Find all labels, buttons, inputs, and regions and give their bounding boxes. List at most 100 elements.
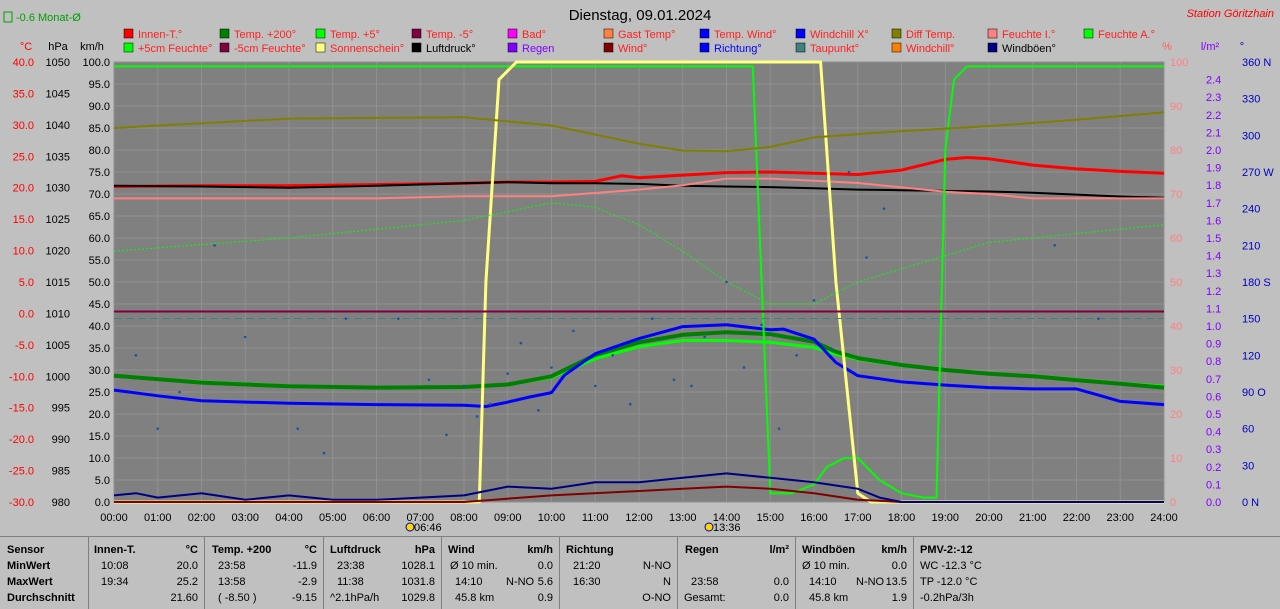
- stats-wind-max-time: 14:10: [455, 576, 483, 588]
- wind-tick-label: 100.0: [82, 57, 110, 69]
- rain-tick-label: 0.2: [1206, 462, 1221, 474]
- legend-label: Taupunkt°: [810, 43, 859, 55]
- legend-swatch: [507, 28, 518, 39]
- stats-wind-avg-value: 0.9: [537, 592, 553, 604]
- time-tick-label: 13:00: [669, 512, 697, 524]
- legend-swatch: [411, 42, 422, 53]
- temp-tick-label: -20.0: [9, 434, 34, 446]
- rain-tick-label: 1.9: [1206, 163, 1221, 175]
- temp-tick-label: -5.0: [15, 340, 34, 352]
- stats-col-innen: Innen-T. °C 10:08 20.0 19:34 25.2 21.60: [88, 537, 205, 609]
- stats-luftdruck-trend: ^2.1hPa/h: [330, 592, 380, 604]
- legend-label: Luftdruck°: [426, 43, 476, 55]
- legend-swatch: [603, 42, 614, 53]
- stats-temp200-min-time: 23:58: [218, 560, 246, 572]
- noon-time: 13:36: [713, 522, 741, 534]
- stats-temp200-max-value: -2.9: [298, 576, 317, 588]
- stats-avg-label: Durchschnitt: [7, 592, 75, 604]
- rain-tick-label: 2.4: [1206, 75, 1221, 87]
- temp-tick-label: 15.0: [13, 214, 34, 226]
- direction-point: [760, 323, 763, 327]
- stats-wind-max-dir: N-NO: [506, 576, 535, 588]
- time-tick-label: 22:00: [1063, 512, 1091, 524]
- time-tick-label: 07:00: [406, 512, 434, 524]
- temp-unit-label: °C: [20, 41, 32, 53]
- humidity-tick-label: 60: [1170, 233, 1182, 245]
- stats-windboeen-avg-value: 1.9: [891, 592, 907, 604]
- stats-temp200-min-value: -11.9: [292, 560, 317, 572]
- direction-point: [213, 244, 216, 247]
- stats-luftdruck-avg-value: 1029.8: [401, 592, 435, 604]
- time-tick-label: 19:00: [931, 512, 959, 524]
- stats-col-richtung: Richtung 21:20 N-NO 16:30 N O-NO: [560, 537, 678, 609]
- legend-label: Temp. Wind°: [714, 29, 776, 41]
- temp-tick-label: 40.0: [13, 57, 34, 69]
- rain-tick-label: 0.3: [1206, 444, 1221, 456]
- monthly-label: -0.6 Monat-Ø: [16, 12, 81, 24]
- humidity-tick-label: 20: [1170, 409, 1182, 421]
- legend-swatch: [699, 42, 710, 53]
- pressure-tick-label: 1015: [46, 277, 70, 289]
- humidity-tick-label: 100: [1170, 57, 1188, 69]
- temp-tick-label: -10.0: [9, 371, 34, 383]
- rain-tick-label: 1.8: [1206, 180, 1221, 192]
- time-tick-label: 18:00: [888, 512, 916, 524]
- time-tick-label: 00:00: [100, 512, 128, 524]
- stats-wind-min-value: 0.0: [537, 560, 553, 572]
- stats-richtung-min-time: 21:20: [573, 560, 601, 572]
- stats-windboeen-min-note: Ø 10 min.: [802, 560, 850, 572]
- wind-tick-label: 0.0: [95, 497, 110, 509]
- rain-tick-label: 0.1: [1206, 479, 1221, 491]
- pressure-tick-label: 1045: [46, 88, 70, 100]
- direction-tick-label: 120: [1242, 350, 1260, 362]
- legend-label: Bad°: [522, 29, 546, 41]
- stats-windboeen-max-time: 14:10: [809, 576, 837, 588]
- wind-tick-label: 30.0: [89, 365, 110, 377]
- wind-tick-label: 70.0: [89, 189, 110, 201]
- wind-unit-label: km/h: [80, 41, 104, 53]
- stats-innen-max-time: 19:34: [101, 576, 129, 588]
- stats-col-windboeen: Windböen km/h Ø 10 min. 0.0 14:10 N-NO 1…: [796, 537, 914, 609]
- rain-tick-label: 0.7: [1206, 374, 1221, 386]
- humidity-tick-label: 50: [1170, 277, 1182, 289]
- time-tick-label: 20:00: [975, 512, 1003, 524]
- legend-label: Temp. +5°: [330, 29, 380, 41]
- legend-swatch: [411, 28, 422, 39]
- legend-swatch: [123, 42, 134, 53]
- stats-pmv-dewpoint: TP -12.0 °C: [920, 576, 978, 588]
- grid: [113, 61, 1165, 503]
- direction-tick-label: 330: [1242, 94, 1260, 106]
- stats-wind-unit: km/h: [527, 544, 553, 556]
- direction-point: [690, 384, 693, 388]
- direction-point: [795, 354, 798, 357]
- direction-tick-label: 240: [1242, 204, 1260, 216]
- page-title: Dienstag, 09.01.2024: [569, 7, 712, 24]
- pressure-tick-label: 1050: [46, 57, 70, 69]
- legend-label: +5cm Feuchte°: [138, 43, 212, 55]
- direction-point: [296, 427, 300, 430]
- wind-tick-label: 80.0: [89, 145, 110, 157]
- rain-tick-label: 2.2: [1206, 110, 1221, 122]
- noon-sun-icon: [704, 522, 714, 532]
- time-tick-label: 16:00: [800, 512, 828, 524]
- pressure-tick-label: 1040: [46, 120, 70, 132]
- stats-col-temp200: Temp. +200 °C 23:58 -11.9 13:58 -2.9 ( -…: [205, 537, 324, 609]
- rain-tick-label: 1.6: [1206, 215, 1221, 227]
- wind-tick-label: 55.0: [89, 255, 110, 267]
- series-line-2: [114, 177, 1164, 200]
- legend-label: Temp. -5°: [426, 29, 473, 41]
- legend-swatch: [891, 28, 902, 39]
- rain-tick-label: 1.2: [1206, 286, 1221, 298]
- wind-tick-label: 15.0: [89, 431, 110, 443]
- stats-min-label: MinWert: [7, 560, 51, 572]
- stats-luftdruck-min-time: 23:38: [337, 560, 365, 572]
- station-name: Station Göritzhain: [1187, 8, 1274, 20]
- series-line-1: [113, 181, 1165, 199]
- rain-tick-label: 1.3: [1206, 268, 1221, 280]
- rain-tick-label: 0.4: [1206, 427, 1221, 439]
- rain-tick-label: 0.9: [1206, 339, 1221, 351]
- legend-label: Windchill°: [906, 43, 954, 55]
- rain-tick-label: 0.5: [1206, 409, 1221, 421]
- sunrise-time: 06:46: [414, 522, 442, 534]
- pressure-tick-label: 1010: [46, 308, 70, 320]
